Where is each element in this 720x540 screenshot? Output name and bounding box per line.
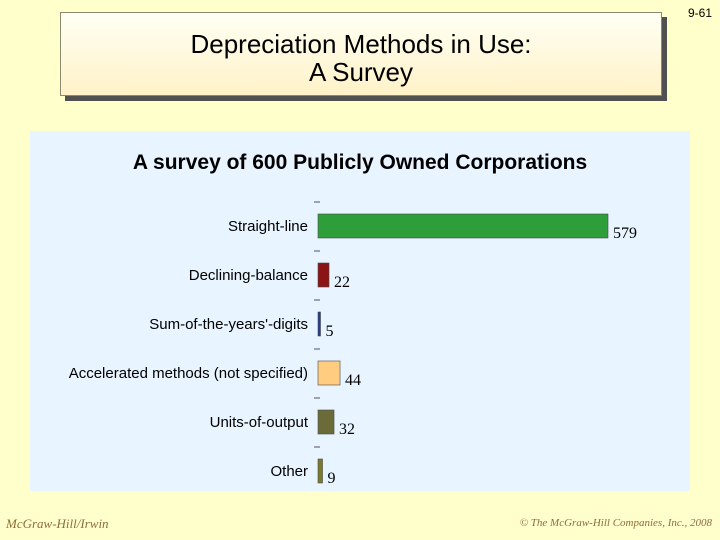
bar-chart: A survey of 600 Publicly Owned Corporati…: [69, 151, 637, 487]
bar: [317, 262, 330, 288]
data-label: 22: [334, 274, 350, 291]
bar: [317, 360, 341, 386]
bar: [317, 409, 335, 435]
chart-title: A survey of 600 Publicly Owned Corporati…: [133, 151, 587, 174]
bar: [317, 311, 321, 337]
chart-panel: A survey of 600 Publicly Owned Corporati…: [30, 131, 690, 491]
category-label: Straight-line: [228, 218, 308, 235]
data-label: 32: [339, 421, 355, 438]
category-label: Units-of-output: [210, 414, 309, 431]
category-label: Other: [270, 463, 308, 480]
category-label: Sum-of-the-years'-digits: [149, 316, 308, 333]
slide-number: 9-61: [687, 6, 712, 20]
bar: [317, 458, 323, 484]
title-box: Depreciation Methods in Use: A Survey: [60, 12, 662, 96]
footer-copyright: © The McGraw-Hill Companies, Inc., 2008: [519, 517, 712, 529]
data-label: 5: [326, 323, 334, 340]
data-label: 9: [328, 470, 336, 487]
footer-publisher: McGraw-Hill/Irwin: [6, 516, 109, 531]
data-label: 579: [613, 225, 637, 242]
category-label: Declining-balance: [189, 267, 308, 284]
data-label: 44: [345, 372, 361, 389]
slide-title-line-2: A Survey: [308, 57, 414, 87]
bar: [317, 213, 609, 239]
slide-title-line-1: Depreciation Methods in Use:: [190, 29, 532, 59]
category-label: Accelerated methods (not specified): [69, 365, 308, 382]
